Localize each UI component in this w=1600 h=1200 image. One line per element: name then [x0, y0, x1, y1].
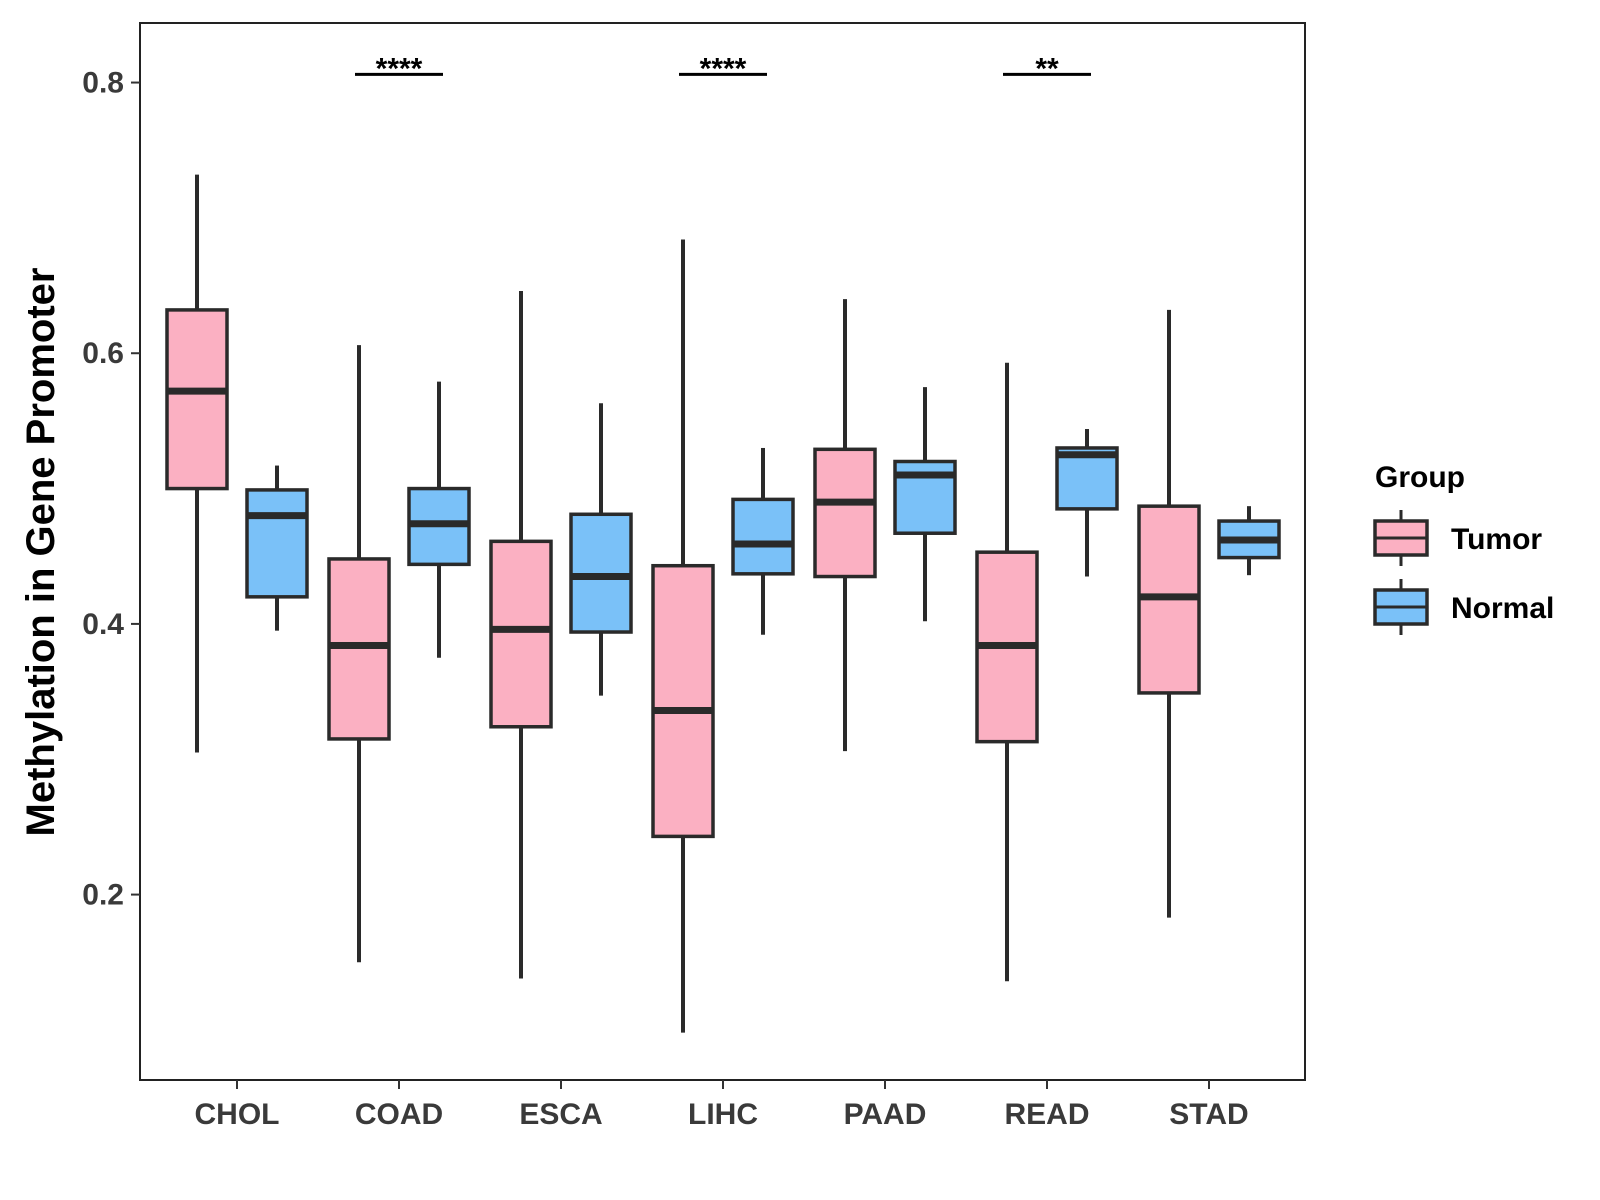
box-normal-paad: [893, 387, 957, 622]
box-tumor-esca: [489, 290, 553, 979]
box-normal-stad: [1217, 506, 1281, 576]
significance-annotations: **** **** **: [355, 52, 1091, 85]
legend-label: Tumor: [1451, 523, 1542, 556]
box-normal-chol: [245, 465, 309, 631]
x-tick-label: PAAD: [844, 1098, 927, 1131]
y-tick-label: 0.6: [82, 337, 124, 370]
y-tick-label: 0.8: [82, 67, 124, 100]
box-tumor-read: [975, 362, 1039, 982]
x-tick-label: READ: [1004, 1098, 1089, 1131]
y-axis: 0.2 0.4 0.6 0.8: [82, 67, 140, 912]
y-tick-label: 0.4: [82, 608, 124, 641]
x-axis: CHOL COAD ESCA LIHC PAAD READ STAD: [195, 1080, 1249, 1131]
box-iqr: [651, 563, 715, 839]
box-series: [165, 174, 1281, 1033]
legend-label: Normal: [1451, 592, 1554, 625]
legend: Group Tumor Normal: [1373, 461, 1554, 635]
box-iqr: [165, 308, 229, 491]
box-iqr: [245, 488, 309, 599]
y-tick-label: 0.2: [82, 879, 124, 912]
box-iqr: [813, 447, 877, 579]
legend-item-tumor: Tumor: [1373, 510, 1542, 566]
x-tick-label: LIHC: [688, 1098, 758, 1131]
x-tick-label: CHOL: [195, 1098, 280, 1131]
box-tumor-stad: [1137, 309, 1201, 918]
box-normal-esca: [569, 403, 633, 696]
box-normal-lihc: [731, 447, 795, 635]
legend-title: Group: [1375, 461, 1465, 494]
y-axis-title: Methylation in Gene Promoter: [19, 268, 63, 837]
box-normal-coad: [407, 381, 471, 658]
box-tumor-lihc: [651, 239, 715, 1033]
significance-label: ****: [700, 52, 747, 85]
box-tumor-paad: [813, 299, 877, 752]
box-normal-read: [1055, 429, 1119, 577]
x-tick-label: ESCA: [519, 1098, 602, 1131]
box-iqr: [731, 497, 795, 576]
legend-item-normal: Normal: [1373, 579, 1554, 635]
box-tumor-coad: [327, 345, 391, 963]
box-iqr: [489, 539, 553, 729]
x-tick-label: COAD: [355, 1098, 443, 1131]
significance-label: ****: [376, 52, 423, 85]
significance-label: **: [1035, 52, 1059, 85]
box-tumor-chol: [165, 174, 229, 753]
x-tick-label: STAD: [1169, 1098, 1248, 1131]
plot-panel: [139, 22, 1306, 1081]
